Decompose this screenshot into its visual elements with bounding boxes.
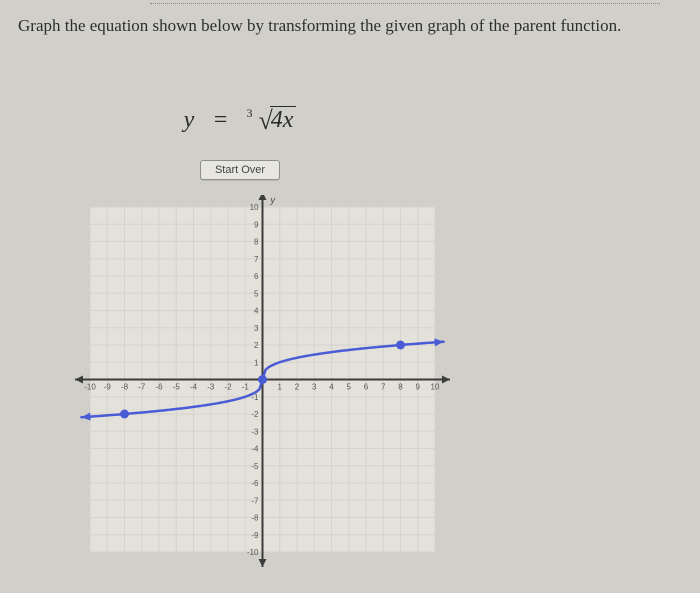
page-top-divider [150, 3, 660, 4]
svg-text:1: 1 [254, 358, 259, 367]
svg-text:7: 7 [254, 255, 259, 264]
svg-text:y: y [270, 195, 276, 205]
radicand: 4x [270, 106, 297, 133]
svg-text:-10: -10 [247, 548, 259, 557]
svg-text:10: 10 [250, 203, 259, 212]
root-index: 3 [246, 106, 252, 120]
svg-text:8: 8 [254, 238, 259, 247]
svg-text:3: 3 [254, 324, 259, 333]
svg-text:-5: -5 [173, 383, 181, 392]
svg-text:-7: -7 [138, 383, 146, 392]
svg-text:6: 6 [254, 272, 259, 281]
equation-display: y = 3 √4x [184, 106, 297, 136]
svg-text:-8: -8 [121, 383, 129, 392]
graph-container[interactable]: 10987654321-1-2-3-4-5-6-7-8-9-10-10-9-8-… [55, 195, 475, 585]
start-over-button[interactable]: Start Over [200, 160, 280, 180]
svg-text:-9: -9 [251, 531, 259, 540]
equation-equals: = [212, 107, 228, 133]
svg-text:2: 2 [295, 383, 300, 392]
svg-text:6: 6 [364, 383, 369, 392]
svg-text:-8: -8 [251, 514, 259, 523]
equation-space [200, 107, 206, 133]
svg-text:-4: -4 [251, 445, 259, 454]
svg-text:-6: -6 [251, 479, 259, 488]
svg-text:-3: -3 [207, 383, 215, 392]
svg-text:-2: -2 [251, 410, 259, 419]
svg-text:9: 9 [416, 383, 421, 392]
equation-lhs: y [184, 107, 195, 133]
radical: √4x [256, 106, 296, 136]
svg-text:1: 1 [278, 383, 283, 392]
svg-text:-10: -10 [84, 383, 96, 392]
svg-text:-5: -5 [251, 462, 259, 471]
svg-text:9: 9 [254, 220, 259, 229]
svg-text:2: 2 [254, 341, 259, 350]
svg-text:-1: -1 [242, 383, 250, 392]
svg-text:4: 4 [329, 383, 334, 392]
graph-svg[interactable]: 10987654321-1-2-3-4-5-6-7-8-9-10-10-9-8-… [55, 195, 455, 575]
svg-text:-7: -7 [251, 496, 259, 505]
svg-text:5: 5 [347, 383, 352, 392]
svg-text:3: 3 [312, 383, 317, 392]
question-prompt: Graph the equation shown below by transf… [18, 14, 670, 38]
svg-text:5: 5 [254, 289, 259, 298]
svg-text:-9: -9 [104, 383, 112, 392]
svg-text:10: 10 [431, 383, 440, 392]
svg-text:-4: -4 [190, 383, 198, 392]
svg-text:-6: -6 [155, 383, 163, 392]
equation-space2 [234, 107, 240, 133]
svg-text:8: 8 [398, 383, 403, 392]
svg-text:-3: -3 [251, 427, 259, 436]
svg-text:4: 4 [254, 307, 259, 316]
svg-text:-2: -2 [224, 383, 232, 392]
svg-text:7: 7 [381, 383, 386, 392]
